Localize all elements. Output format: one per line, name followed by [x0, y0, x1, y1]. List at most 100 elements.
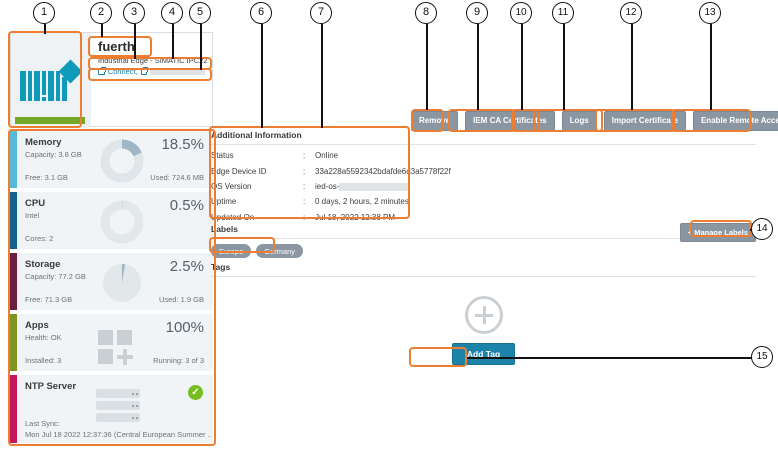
tile-running: Running: 3 of 3: [153, 356, 204, 365]
tile-subtitle: Capacity: 77.2 GB: [25, 272, 86, 281]
external-link-icon: [140, 67, 149, 75]
server-stack-icon: [96, 389, 140, 425]
apps-grid-icon: [98, 330, 138, 365]
info-separator: :: [303, 181, 306, 191]
add-tag-button[interactable]: Add Tag: [451, 343, 516, 365]
device-name: fuerth: [98, 39, 135, 54]
tile-accent-bar: [10, 253, 17, 310]
callout-marker-9: 9: [466, 2, 488, 24]
ntp-last-sync-label: Last Sync:: [25, 419, 61, 428]
callout-leader-line: [200, 24, 202, 70]
device-connect-row[interactable]: Connect,: [95, 66, 208, 77]
os-version-redacted: [339, 182, 410, 191]
device-header-card: fuerth Industrial Edge - SIMATIC IPC227E…: [10, 32, 213, 128]
callout-leader-line: [563, 24, 565, 110]
memory-donut-gauge-icon: [100, 139, 144, 183]
labels-chip-list: Europe Germany: [211, 239, 756, 264]
tile-percent: 100%: [165, 319, 204, 336]
check-circle-icon: ✓: [188, 385, 203, 400]
tile-used: Used: 724.6 MB: [150, 173, 204, 182]
device-status-bar: [15, 117, 85, 124]
tile-subtitle: Health: OK: [25, 333, 62, 342]
labels-section: Labels Europe Germany: [211, 224, 756, 264]
table-row: Edge Device ID : 33a228a5592342bdafde6d3…: [211, 163, 756, 178]
info-separator: :: [303, 197, 306, 207]
callout-marker-6: 6: [250, 2, 272, 24]
callout-leader-line: [521, 24, 523, 110]
metric-tile-apps: Apps Health: OK 100% Installed: 3 Runnin…: [10, 314, 213, 375]
tags-heading: Tags: [211, 262, 756, 277]
tile-percent: 2.5%: [169, 258, 204, 275]
tile-used: Used: 1.9 GB: [158, 295, 204, 304]
callout-leader-line: [101, 24, 103, 37]
callout-leader-line: [467, 357, 752, 359]
table-row: OS Version : ied-os-: [211, 179, 756, 194]
device-thumbnail: [11, 33, 89, 128]
tile-accent-bar: [10, 131, 17, 188]
device-model: Industrial Edge - SIMATIC IPC227E: [98, 56, 208, 65]
enable-remote-access-button[interactable]: Enable Remote Access: [692, 111, 778, 131]
storage-pie-gauge-icon: [103, 263, 141, 302]
tile-subtitle: Capacity: 3.8 GB: [25, 150, 82, 159]
callout-marker-8: 8: [415, 2, 437, 24]
iem-ca-certificates-button[interactable]: IEM CA Certificates: [465, 111, 555, 131]
label-chip[interactable]: Europe: [211, 244, 252, 258]
metric-tile-memory: Memory Capacity: 3.8 GB 18.5% Free: 3.1 …: [10, 131, 213, 192]
callout-marker-5: 5: [189, 2, 211, 24]
label-chip[interactable]: Germany: [256, 244, 304, 258]
callout-marker-13: 13: [699, 2, 721, 24]
callout-leader-line: [426, 24, 428, 110]
callout-leader-line: [710, 24, 712, 110]
ntp-last-sync-value: Mon Jul 18 2022 12:37:36 (Central Europe…: [25, 430, 211, 439]
tile-percent: 18.5%: [161, 136, 204, 153]
tile-subtitle: Intel: [25, 211, 40, 220]
tile-title: Apps: [25, 320, 49, 331]
plus-circle-icon: [464, 296, 503, 334]
device-metric-tiles: Memory Capacity: 3.8 GB 18.5% Free: 3.1 …: [10, 131, 213, 443]
callout-leader-line: [134, 24, 136, 59]
tile-title: Storage: [25, 259, 61, 270]
info-separator: :: [303, 212, 306, 222]
callout-marker-3: 3: [123, 2, 145, 24]
tile-title: Memory: [25, 137, 62, 148]
info-key: Status: [211, 151, 234, 161]
additional-information-table: Status : Online Edge Device ID : 33a228a…: [211, 148, 756, 225]
tags-section: Tags: [211, 262, 756, 277]
tile-cores: Cores: 2: [25, 234, 54, 243]
industrial-edge-device-logo-icon: [20, 58, 82, 101]
info-key: Uptime: [211, 197, 237, 207]
metric-tile-ntp-server: NTP Server ✓ Last Sync: Mon Jul 18 2022 …: [10, 375, 213, 443]
manage-labels-button[interactable]: + Manage Labels: [679, 223, 756, 242]
import-certificate-button[interactable]: Import Certificate: [603, 111, 686, 131]
device-meta: fuerth Industrial Edge - SIMATIC IPC227E…: [91, 33, 212, 126]
callout-marker-4: 4: [161, 2, 183, 24]
info-value-os: ied-os-: [315, 179, 756, 194]
tile-accent-bar: [10, 314, 17, 371]
tile-title: CPU: [25, 198, 46, 209]
callout-marker-11: 11: [552, 2, 574, 24]
callout-marker-7: 7: [310, 2, 332, 24]
callout-leader-line: [44, 24, 46, 34]
table-row: Uptime : 0 days, 2 hours, 2 minutes: [211, 194, 756, 209]
additional-information-heading: Additional Information: [211, 130, 756, 145]
info-value: ied-os-: [315, 181, 340, 191]
additional-information-section: Additional Information Status : Online E…: [211, 130, 756, 225]
info-key: Edge Device ID: [211, 166, 267, 176]
callout-leader-line: [321, 24, 323, 128]
remove-button[interactable]: Remove: [411, 111, 459, 131]
tile-free: Free: 3.1 GB: [25, 173, 68, 182]
tile-percent: 0.5%: [169, 197, 204, 214]
callout-leader-line: [631, 24, 633, 110]
callout-marker-1: 1: [33, 2, 55, 24]
info-separator: :: [303, 166, 306, 176]
device-action-toolbar: Remove IEM CA Certificates Logs Import C…: [411, 111, 778, 131]
info-key: Updated On: [211, 212, 255, 222]
table-row: Updated On : Jul 18, 2022 12:38 PM: [211, 210, 756, 225]
tile-title: NTP Server: [25, 381, 77, 392]
device-connect-label: Connect,: [107, 67, 138, 76]
callout-marker-2: 2: [90, 2, 112, 24]
tile-accent-bar: [10, 192, 17, 249]
callout-leader-line: [477, 24, 479, 110]
logs-button[interactable]: Logs: [561, 111, 597, 131]
